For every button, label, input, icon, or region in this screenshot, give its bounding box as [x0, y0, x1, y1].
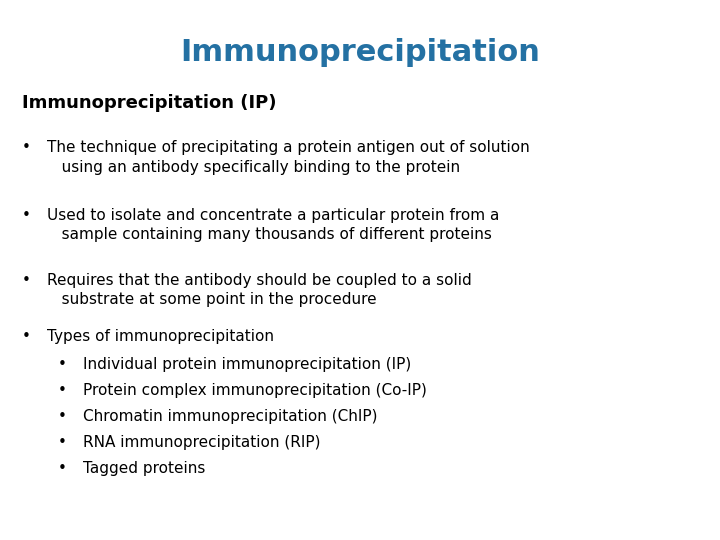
Text: •: •	[58, 409, 66, 424]
Text: •: •	[22, 329, 30, 345]
Text: Protein complex immunoprecipitation (Co-IP): Protein complex immunoprecipitation (Co-…	[83, 383, 427, 399]
Text: Individual protein immunoprecipitation (IP): Individual protein immunoprecipitation (…	[83, 357, 411, 373]
Text: Used to isolate and concentrate a particular protein from a
   sample containing: Used to isolate and concentrate a partic…	[47, 208, 499, 242]
Text: Chromatin immunoprecipitation (ChIP): Chromatin immunoprecipitation (ChIP)	[83, 409, 377, 424]
Text: Requires that the antibody should be coupled to a solid
   substrate at some poi: Requires that the antibody should be cou…	[47, 273, 472, 307]
Text: •: •	[22, 140, 30, 156]
Text: •: •	[58, 357, 66, 373]
Text: •: •	[58, 435, 66, 450]
Text: Types of immunoprecipitation: Types of immunoprecipitation	[47, 329, 274, 345]
Text: •: •	[58, 383, 66, 399]
Text: RNA immunoprecipitation (RIP): RNA immunoprecipitation (RIP)	[83, 435, 320, 450]
Text: •: •	[22, 273, 30, 288]
Text: Tagged proteins: Tagged proteins	[83, 461, 205, 476]
Text: The technique of precipitating a protein antigen out of solution
   using an ant: The technique of precipitating a protein…	[47, 140, 529, 174]
Text: •: •	[22, 208, 30, 223]
Text: Immunoprecipitation: Immunoprecipitation	[180, 38, 540, 67]
Text: Immunoprecipitation (IP): Immunoprecipitation (IP)	[22, 94, 276, 112]
Text: •: •	[58, 461, 66, 476]
